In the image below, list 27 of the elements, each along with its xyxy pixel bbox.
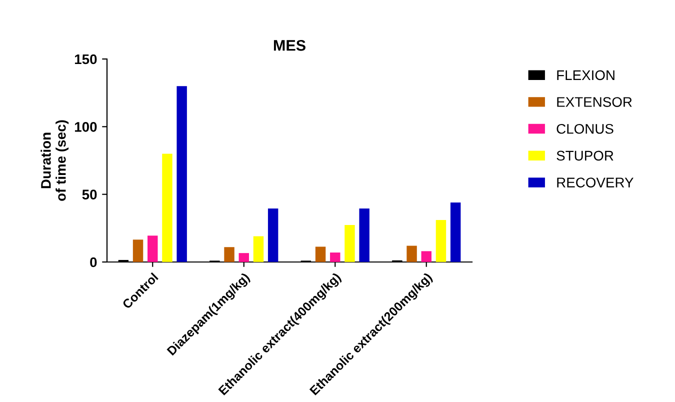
bar (315, 246, 326, 262)
bar (436, 220, 446, 262)
bar (344, 225, 355, 262)
bar (132, 240, 144, 262)
bar (224, 247, 234, 262)
bar (238, 253, 249, 262)
bar (148, 236, 158, 262)
y-tick-label: 50 (82, 190, 97, 200)
bar (450, 202, 461, 262)
y-tick-label: 0 (90, 257, 97, 268)
legend-label: RECOVERY (557, 178, 634, 188)
y-axis-title: Duration of time (sec) (40, 120, 69, 201)
y-tick-label: 100 (74, 122, 97, 132)
bar (330, 252, 340, 262)
bar (268, 208, 278, 262)
legend-label: CLONUS (556, 124, 614, 134)
legend-label: EXTENSOR (557, 97, 632, 107)
bar (359, 208, 370, 262)
bar (176, 86, 187, 262)
y-tick-label: 150 (74, 54, 97, 64)
bar (162, 154, 172, 262)
bar (406, 246, 417, 262)
bar (421, 251, 432, 262)
chart-title: MES (274, 40, 306, 51)
bar (253, 236, 264, 262)
legend-label: FLEXION (557, 70, 614, 80)
legend-label: STUPOR (556, 150, 614, 161)
